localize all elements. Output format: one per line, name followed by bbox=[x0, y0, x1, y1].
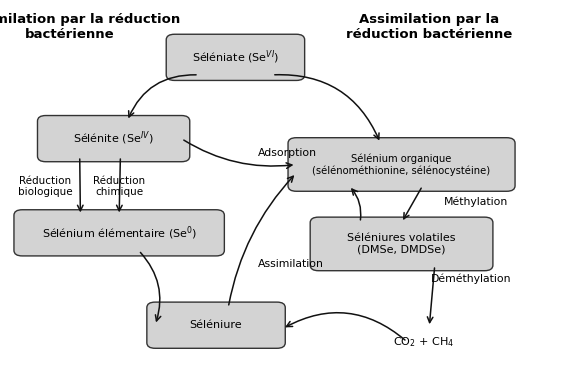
Text: Sélénite (Se$^{IV}$): Sélénite (Se$^{IV}$) bbox=[73, 130, 154, 147]
FancyBboxPatch shape bbox=[288, 138, 515, 191]
Text: Réduction
chimique: Réduction chimique bbox=[93, 176, 145, 198]
Text: CO$_2$ + CH$_4$: CO$_2$ + CH$_4$ bbox=[393, 335, 454, 349]
FancyBboxPatch shape bbox=[147, 302, 285, 348]
Text: Réduction
biologique: Réduction biologique bbox=[18, 176, 72, 198]
FancyBboxPatch shape bbox=[37, 115, 190, 162]
Text: Sélénium élémentaire (Se$^0$): Sélénium élémentaire (Se$^0$) bbox=[42, 224, 197, 242]
Text: Dissimilation par la réduction
bactérienne: Dissimilation par la réduction bactérien… bbox=[0, 13, 180, 41]
Text: Déméthylation: Déméthylation bbox=[431, 274, 511, 284]
Text: Sélénium organique
(sélénométhionine, sélénocystéine): Sélénium organique (sélénométhionine, sé… bbox=[312, 153, 490, 176]
Text: Séléniate (Se$^{VI}$): Séléniate (Se$^{VI}$) bbox=[192, 49, 279, 66]
Text: Assimilation: Assimilation bbox=[258, 259, 324, 269]
Text: Séléniures volatiles
(DMSe, DMDSe): Séléniures volatiles (DMSe, DMDSe) bbox=[347, 233, 456, 255]
FancyBboxPatch shape bbox=[310, 217, 493, 271]
Text: Méthylation: Méthylation bbox=[444, 197, 508, 207]
FancyBboxPatch shape bbox=[14, 210, 224, 256]
FancyBboxPatch shape bbox=[166, 34, 305, 80]
Text: Assimilation par la
réduction bactérienne: Assimilation par la réduction bactérienn… bbox=[346, 13, 512, 41]
Text: Séléniure: Séléniure bbox=[190, 320, 242, 330]
Text: Adsorption: Adsorption bbox=[258, 149, 316, 158]
